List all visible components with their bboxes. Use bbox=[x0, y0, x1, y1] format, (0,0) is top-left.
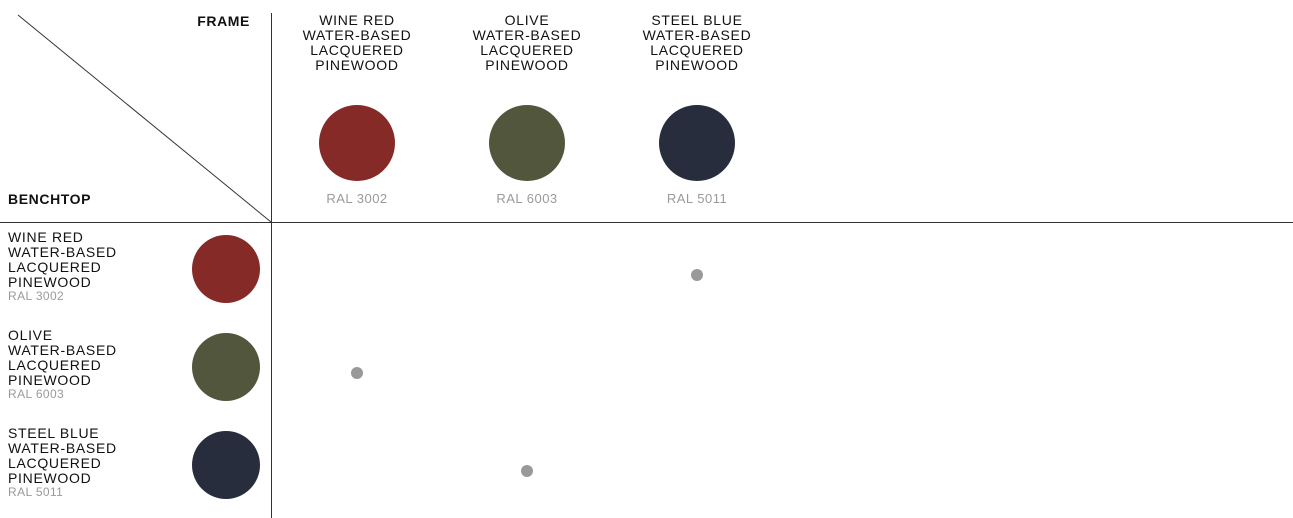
benchtop-row-header-steel-blue: STEEL BLUE WATER-BASED LACQUERED PINEWOO… bbox=[8, 425, 168, 499]
benchtop-name-line: LACQUERED bbox=[8, 357, 102, 373]
benchtop-name-line: WATER-BASED bbox=[8, 244, 117, 260]
frame-axis-label: FRAME bbox=[197, 13, 250, 29]
frame-name-line: WATER-BASED bbox=[302, 27, 412, 43]
benchtop-ral-code: RAL 5011 bbox=[8, 485, 64, 499]
benchtop-name-line: WATER-BASED bbox=[8, 440, 117, 456]
frame-ral-code: RAL 5011 bbox=[666, 191, 728, 206]
availability-dot bbox=[691, 269, 703, 281]
frame-name-line: PINEWOOD bbox=[315, 57, 399, 73]
frame-name-line: LACQUERED bbox=[310, 42, 404, 58]
frame-column-header-steel-blue: STEEL BLUE WATER-BASED LACQUERED PINEWOO… bbox=[612, 13, 782, 73]
frame-name-line: LACQUERED bbox=[480, 42, 574, 58]
benchtop-name-line: OLIVE bbox=[8, 327, 53, 343]
frame-name-line: WATER-BASED bbox=[642, 27, 752, 43]
benchtop-row-header-olive: OLIVE WATER-BASED LACQUERED PINEWOOD RAL… bbox=[8, 327, 168, 401]
frame-swatch-olive[interactable] bbox=[489, 105, 565, 181]
benchtop-name-line: PINEWOOD bbox=[8, 274, 92, 290]
benchtop-ral-code: RAL 6003 bbox=[8, 387, 65, 401]
frame-name-line: LACQUERED bbox=[650, 42, 744, 58]
frame-name-line: OLIVE bbox=[504, 12, 550, 28]
horizontal-divider bbox=[0, 222, 1293, 223]
benchtop-row-header-wine-red: WINE RED WATER-BASED LACQUERED PINEWOOD … bbox=[8, 229, 168, 303]
frame-ral-code: RAL 6003 bbox=[496, 191, 558, 206]
benchtop-axis-label: BENCHTOP bbox=[8, 191, 92, 207]
frame-name-line: PINEWOOD bbox=[655, 57, 739, 73]
frame-ral-code: RAL 3002 bbox=[326, 191, 388, 206]
benchtop-ral-code: RAL 3002 bbox=[8, 289, 65, 303]
benchtop-name-line: WATER-BASED bbox=[8, 342, 117, 358]
benchtop-name-line: STEEL BLUE bbox=[8, 425, 100, 441]
benchtop-swatch-wine-red[interactable] bbox=[192, 235, 260, 303]
availability-dot bbox=[351, 367, 363, 379]
benchtop-swatch-steel-blue[interactable] bbox=[192, 431, 260, 499]
frame-swatch-steel-blue[interactable] bbox=[659, 105, 735, 181]
frame-column-header-wine-red: WINE RED WATER-BASED LACQUERED PINEWOOD bbox=[272, 13, 442, 73]
availability-dot bbox=[521, 465, 533, 477]
frame-name-line: PINEWOOD bbox=[485, 57, 569, 73]
frame-name-line: WATER-BASED bbox=[472, 27, 582, 43]
vertical-divider bbox=[271, 13, 272, 518]
benchtop-name-line: LACQUERED bbox=[8, 455, 102, 471]
frame-swatch-wine-red[interactable] bbox=[319, 105, 395, 181]
benchtop-swatch-olive[interactable] bbox=[192, 333, 260, 401]
corner-diagonal-line bbox=[17, 14, 272, 223]
frame-name-line: WINE RED bbox=[319, 12, 395, 28]
benchtop-name-line: PINEWOOD bbox=[8, 470, 92, 486]
benchtop-name-line: WINE RED bbox=[8, 229, 84, 245]
frame-column-header-olive: OLIVE WATER-BASED LACQUERED PINEWOOD bbox=[442, 13, 612, 73]
benchtop-name-line: PINEWOOD bbox=[8, 372, 92, 388]
benchtop-name-line: LACQUERED bbox=[8, 259, 102, 275]
frame-name-line: STEEL BLUE bbox=[651, 12, 743, 28]
